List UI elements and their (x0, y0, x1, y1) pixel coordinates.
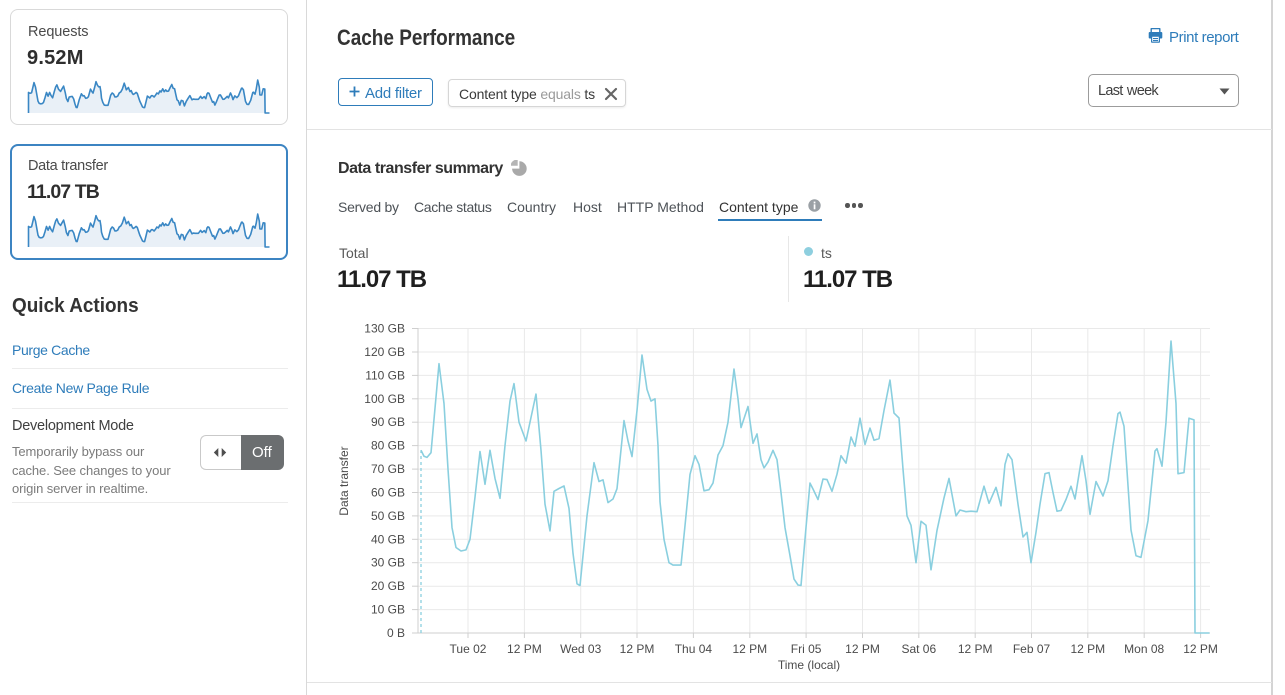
svg-text:20 GB: 20 GB (371, 579, 405, 593)
svg-text:0 B: 0 B (387, 626, 405, 640)
svg-text:12 PM: 12 PM (732, 642, 767, 656)
svg-text:Sat 06: Sat 06 (901, 642, 936, 656)
svg-text:12 PM: 12 PM (958, 642, 993, 656)
svg-text:60 GB: 60 GB (371, 486, 405, 500)
svg-text:Thu 04: Thu 04 (675, 642, 713, 656)
svg-text:Fri 05: Fri 05 (791, 642, 822, 656)
svg-text:Wed 03: Wed 03 (560, 642, 601, 656)
svg-text:Tue 02: Tue 02 (450, 642, 487, 656)
svg-text:100 GB: 100 GB (364, 392, 405, 406)
svg-text:70 GB: 70 GB (371, 462, 405, 476)
svg-text:120 GB: 120 GB (364, 345, 405, 359)
svg-text:50 GB: 50 GB (371, 509, 405, 523)
svg-text:40 GB: 40 GB (371, 532, 405, 546)
svg-text:Feb 07: Feb 07 (1013, 642, 1051, 656)
svg-text:80 GB: 80 GB (371, 439, 405, 453)
svg-text:10 GB: 10 GB (371, 603, 405, 617)
svg-text:12 PM: 12 PM (1070, 642, 1105, 656)
svg-text:110 GB: 110 GB (365, 368, 405, 382)
svg-text:12 PM: 12 PM (845, 642, 880, 656)
svg-text:12 PM: 12 PM (1183, 642, 1218, 656)
svg-text:Mon 08: Mon 08 (1124, 642, 1164, 656)
svg-text:Data transfer: Data transfer (337, 446, 351, 515)
svg-text:Time (local): Time (local) (778, 658, 840, 672)
svg-text:12 PM: 12 PM (620, 642, 655, 656)
svg-text:90 GB: 90 GB (371, 415, 405, 429)
svg-text:30 GB: 30 GB (371, 556, 405, 570)
svg-text:130 GB: 130 GB (364, 322, 405, 336)
svg-text:12 PM: 12 PM (507, 642, 542, 656)
